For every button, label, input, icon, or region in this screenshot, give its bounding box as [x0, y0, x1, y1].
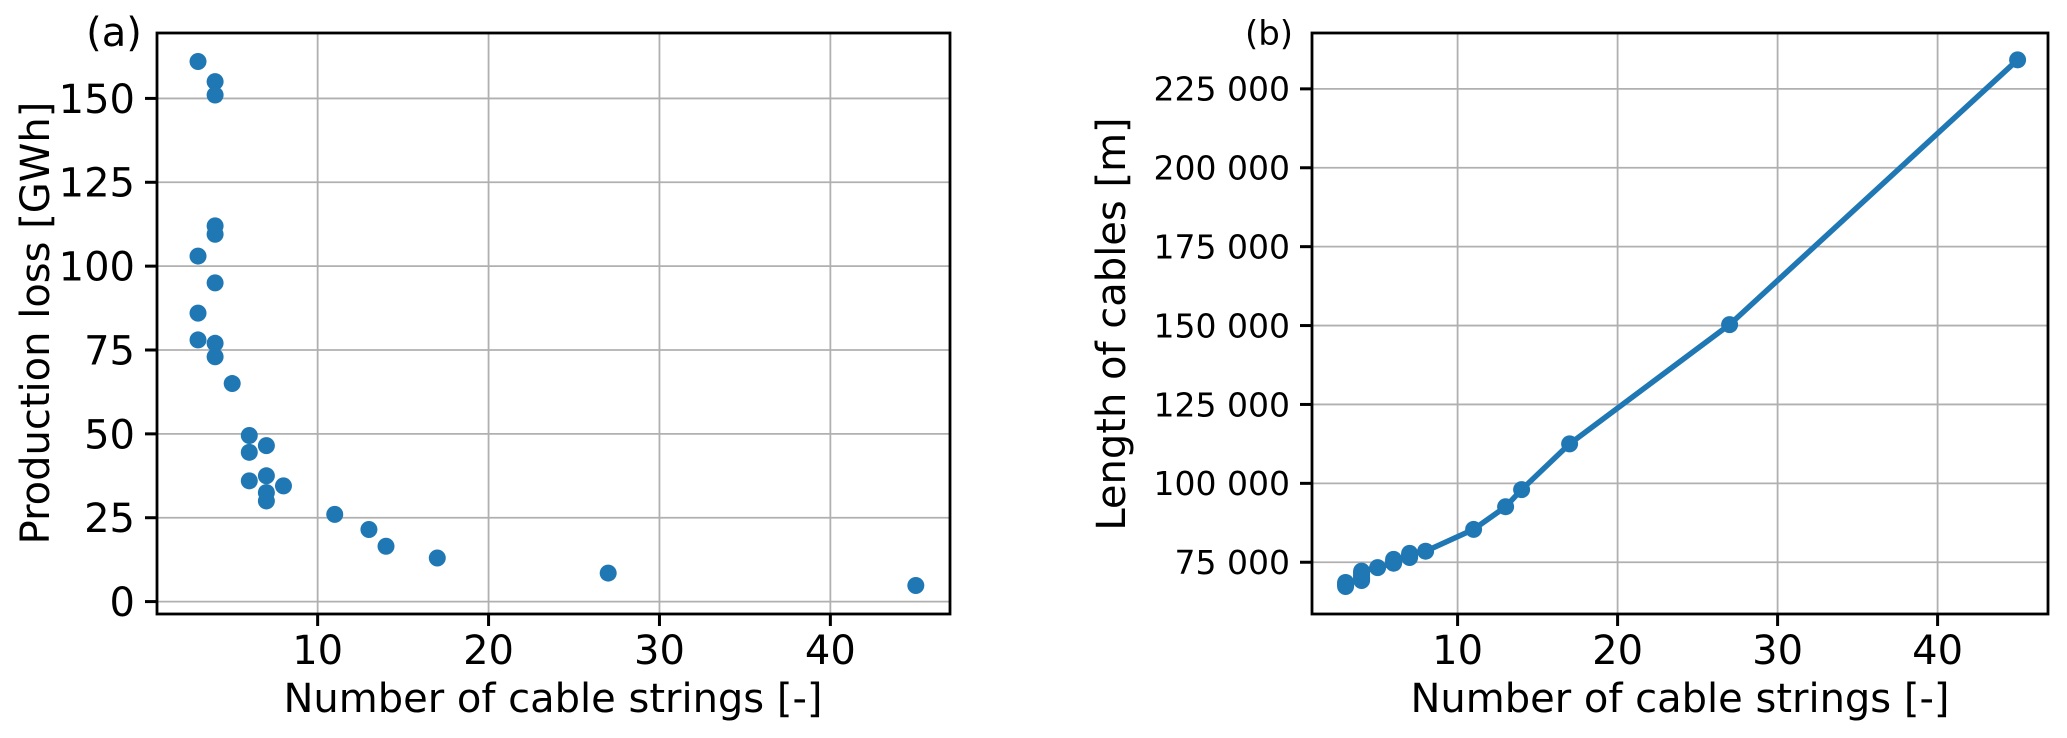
data-series — [189, 53, 925, 594]
x-tick-label: 30 — [634, 628, 685, 674]
data-point — [206, 225, 224, 243]
y-tick-label: 175 000 — [1154, 228, 1290, 267]
data-point — [240, 472, 258, 490]
y-tick-label: 50 — [84, 412, 135, 458]
y-tick-label: 0 — [110, 580, 135, 626]
plot-spines — [155, 31, 952, 616]
x-tick-label: 20 — [1592, 628, 1643, 674]
panel-b-x-axis-label: Number of cable strings [-] — [1410, 676, 1950, 722]
y-tick-label: 25 — [84, 496, 135, 542]
panel-a-x-axis-label: Number of cable strings [-] — [283, 676, 823, 722]
axis-ticks: 10 20 30 40 0 25 50 75 100 125 150 — [59, 77, 856, 674]
data-point — [1385, 550, 1403, 568]
data-point — [326, 505, 344, 523]
data-point — [2009, 51, 2027, 69]
panel-a-plot-area: 10 20 30 40 0 25 50 75 100 125 150 — [59, 31, 952, 674]
data-point — [189, 331, 207, 349]
y-tick-label: 75 — [84, 328, 135, 374]
data-point — [1401, 544, 1419, 562]
data-point — [1417, 542, 1435, 560]
data-point — [360, 520, 378, 538]
data-point — [257, 437, 275, 455]
data-point — [240, 443, 258, 461]
data-point — [1353, 562, 1371, 580]
data-point — [599, 564, 617, 582]
panel-b-label: (b) — [1244, 14, 1294, 54]
y-tick-label: 75 000 — [1175, 543, 1290, 582]
y-tick-label: 150 000 — [1154, 306, 1290, 345]
data-series — [1337, 51, 2027, 596]
series-line — [1342, 57, 2021, 590]
data-point — [189, 53, 207, 71]
data-point — [206, 334, 224, 352]
panel-a-label: (a) — [86, 10, 142, 56]
y-tick-label: 100 000 — [1154, 464, 1290, 503]
data-point — [240, 427, 258, 445]
y-tick-label: 150 — [59, 77, 135, 123]
data-point — [223, 375, 241, 393]
data-point — [1337, 573, 1355, 591]
x-tick-label: 10 — [292, 628, 343, 674]
data-point — [1721, 316, 1739, 334]
data-point — [1561, 435, 1579, 453]
data-point — [1497, 498, 1515, 516]
x-tick-label: 30 — [1752, 628, 1803, 674]
data-point — [206, 73, 224, 91]
data-point — [1465, 520, 1483, 538]
data-point — [257, 492, 275, 510]
panel-b-plot-area: 10 20 30 40 75 000 100 000 125 000 150 000 175 0… — [1154, 31, 2050, 674]
data-point — [189, 247, 207, 265]
data-point — [206, 86, 224, 104]
data-point — [428, 549, 446, 567]
grid-lines — [157, 33, 950, 614]
y-tick-label: 100 — [59, 245, 135, 291]
data-point — [206, 274, 224, 292]
panel-b-y-axis-label: Length of cables [m] — [1089, 117, 1135, 531]
data-point — [274, 477, 292, 495]
y-tick-label: 125 000 — [1154, 385, 1290, 424]
y-tick-label: 125 — [59, 161, 135, 207]
grid-lines — [1312, 33, 2048, 614]
data-point — [907, 576, 925, 594]
data-point — [1513, 481, 1531, 499]
data-point — [189, 304, 207, 322]
plot-spines — [1310, 31, 2050, 616]
x-tick-label: 20 — [463, 628, 514, 674]
data-point — [257, 467, 275, 485]
panel-a-y-axis-label: Production loss [GWh] — [13, 101, 59, 545]
y-tick-label: 225 000 — [1154, 70, 1290, 109]
y-tick-label: 200 000 — [1154, 149, 1290, 188]
data-point — [1369, 559, 1387, 577]
x-tick-label: 10 — [1432, 628, 1483, 674]
x-tick-label: 40 — [1912, 628, 1963, 674]
data-point — [377, 537, 395, 555]
axis-ticks: 10 20 30 40 75 000 100 000 125 000 150 000 175 0… — [1154, 70, 1964, 674]
data-point — [206, 348, 224, 366]
x-tick-label: 40 — [805, 628, 856, 674]
